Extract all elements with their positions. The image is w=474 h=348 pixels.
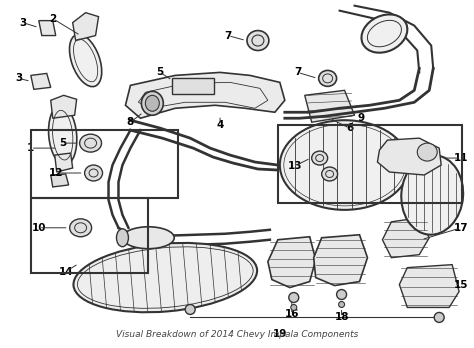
Polygon shape — [31, 73, 51, 89]
Text: 2: 2 — [49, 14, 56, 24]
Text: 6: 6 — [346, 123, 353, 133]
Polygon shape — [73, 13, 99, 40]
Ellipse shape — [319, 70, 337, 86]
Polygon shape — [400, 264, 459, 308]
Polygon shape — [126, 72, 285, 118]
Ellipse shape — [322, 167, 337, 181]
Polygon shape — [377, 138, 441, 175]
Polygon shape — [55, 153, 73, 172]
Ellipse shape — [280, 120, 410, 210]
Ellipse shape — [362, 14, 407, 53]
Text: 9: 9 — [358, 113, 365, 123]
Ellipse shape — [312, 151, 328, 165]
Bar — [278, 125, 462, 203]
Polygon shape — [51, 174, 69, 187]
Ellipse shape — [80, 134, 101, 152]
Text: 4: 4 — [216, 120, 224, 130]
Polygon shape — [314, 235, 367, 286]
Ellipse shape — [417, 143, 437, 161]
Text: 18: 18 — [334, 313, 349, 323]
Text: 15: 15 — [454, 279, 468, 290]
Ellipse shape — [117, 229, 128, 247]
Polygon shape — [305, 90, 355, 122]
Bar — [31, 198, 148, 272]
Ellipse shape — [146, 95, 159, 111]
Polygon shape — [51, 95, 77, 118]
Text: 19: 19 — [273, 329, 287, 339]
Polygon shape — [39, 21, 56, 35]
Text: 16: 16 — [284, 309, 299, 319]
Text: 11: 11 — [454, 153, 468, 163]
Text: Visual Breakdown of 2014 Chevy Impala Components: Visual Breakdown of 2014 Chevy Impala Co… — [116, 330, 358, 339]
Ellipse shape — [337, 290, 346, 300]
Ellipse shape — [338, 301, 345, 308]
Ellipse shape — [289, 293, 299, 302]
Text: 7: 7 — [294, 68, 301, 77]
Ellipse shape — [141, 91, 164, 115]
Text: 13: 13 — [288, 161, 302, 171]
Text: 3: 3 — [15, 73, 22, 84]
Text: 12: 12 — [48, 168, 63, 178]
Text: 17: 17 — [454, 223, 468, 233]
Ellipse shape — [247, 31, 269, 50]
Ellipse shape — [73, 243, 257, 312]
Text: 5: 5 — [157, 68, 164, 77]
Bar — [172, 78, 214, 94]
Text: 1: 1 — [27, 143, 35, 153]
Text: 10: 10 — [32, 223, 46, 233]
Ellipse shape — [85, 165, 102, 181]
Text: 8: 8 — [127, 117, 134, 127]
Polygon shape — [383, 218, 429, 258]
Ellipse shape — [70, 34, 102, 87]
Text: 3: 3 — [19, 18, 27, 27]
Ellipse shape — [434, 313, 444, 322]
Polygon shape — [268, 237, 316, 287]
Bar — [31, 130, 178, 198]
Ellipse shape — [185, 304, 195, 315]
Text: 14: 14 — [58, 267, 73, 277]
Ellipse shape — [291, 304, 297, 310]
Text: 5: 5 — [59, 138, 66, 148]
Ellipse shape — [70, 219, 91, 237]
Ellipse shape — [122, 227, 174, 249]
Ellipse shape — [48, 105, 77, 165]
Text: 7: 7 — [224, 31, 232, 41]
Ellipse shape — [401, 155, 463, 235]
